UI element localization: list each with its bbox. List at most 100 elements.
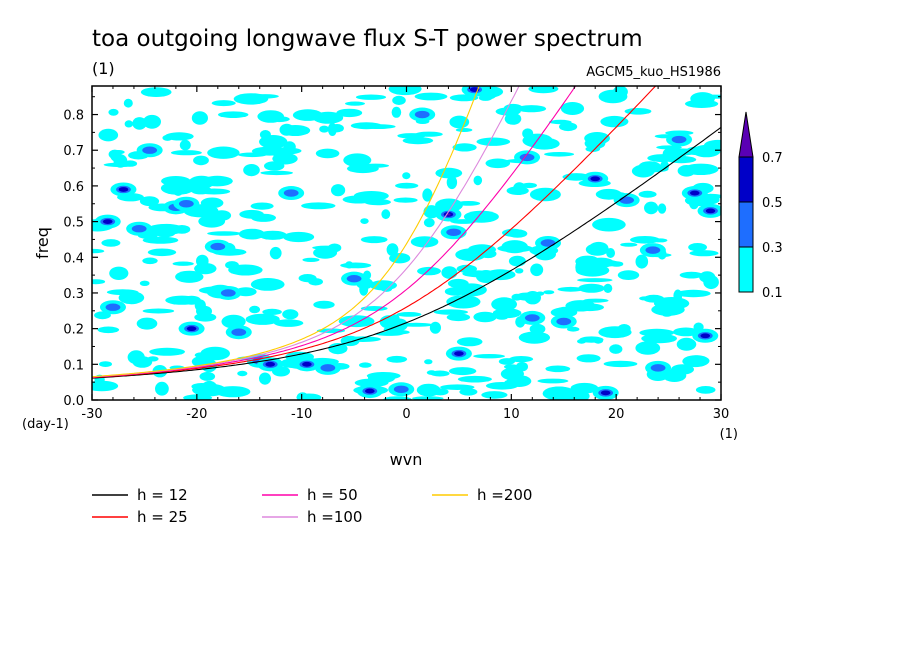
power-blob <box>550 314 577 329</box>
power-blob <box>215 285 242 300</box>
power-speckle <box>344 336 381 343</box>
power-speckle <box>560 102 585 115</box>
power-speckle <box>193 155 209 166</box>
power-speckle <box>143 114 161 129</box>
power-speckle <box>417 266 441 276</box>
power-speckle <box>353 191 389 201</box>
dispersion-curves <box>92 86 721 379</box>
power-speckle <box>228 264 263 276</box>
colorbar-label: 0.3 <box>762 241 783 256</box>
power-speckle <box>259 372 271 385</box>
y-tick-label: 0.2 <box>63 323 84 338</box>
power-speckle <box>543 290 555 295</box>
power-speckle <box>518 331 551 344</box>
y-tick-label: 0.4 <box>63 251 84 266</box>
power-speckle <box>360 236 388 244</box>
power-speckle <box>577 278 613 283</box>
power-speckle <box>603 360 638 368</box>
power-speckle <box>199 371 216 381</box>
power-speckle <box>429 321 441 334</box>
power-speckle <box>473 354 505 359</box>
power-blob <box>592 385 619 400</box>
x-axis: -30 -20 -10 0 10 20 30 <box>81 86 729 422</box>
power-speckle <box>237 370 248 377</box>
x-tick-label: -20 <box>186 407 207 422</box>
power-speckle <box>679 271 704 279</box>
power-speckle <box>459 388 478 396</box>
power-speckle <box>97 326 120 334</box>
colorbar-segment <box>738 246 754 293</box>
power-speckle <box>448 367 477 376</box>
power-blob-level-1 <box>283 189 299 197</box>
power-speckle <box>312 245 340 250</box>
power-speckle <box>172 183 184 196</box>
colorbar-label: 0.5 <box>762 196 783 211</box>
power-speckle <box>682 355 709 368</box>
power-blob-level-1 <box>645 246 661 254</box>
power-speckle <box>402 172 411 180</box>
power-speckle <box>478 95 493 101</box>
power-speckle <box>188 175 215 189</box>
power-speckle <box>565 300 596 312</box>
power-blob-level-1 <box>393 385 409 393</box>
title-unit: (1) <box>92 59 115 78</box>
y-unit-label: (day-1) <box>22 417 69 432</box>
power-speckle <box>165 295 199 305</box>
power-speckle <box>578 283 605 293</box>
power-speckle <box>455 248 486 261</box>
power-speckle <box>140 87 172 97</box>
power-speckle <box>498 358 515 365</box>
power-speckle <box>402 137 434 145</box>
power-speckle <box>207 231 242 236</box>
power-speckle <box>386 243 399 257</box>
power-blob-level-1 <box>619 196 635 204</box>
power-speckle <box>557 286 584 292</box>
power-speckle <box>136 317 158 330</box>
power-blob <box>110 182 137 197</box>
power-blob-level-2 <box>700 333 711 339</box>
power-speckle <box>593 337 604 344</box>
power-speckle <box>431 388 449 396</box>
power-speckle <box>534 248 556 261</box>
power-blob-level-2 <box>590 176 600 182</box>
power-speckle <box>399 322 433 327</box>
power-blob-level-2 <box>600 390 611 396</box>
colorbar-segment <box>738 201 754 248</box>
power-speckle <box>446 313 471 322</box>
power-speckle <box>92 248 105 254</box>
power-speckle <box>576 354 601 363</box>
power-blob-level-1 <box>231 328 247 336</box>
power-speckle <box>124 120 133 128</box>
power-speckle <box>545 365 571 373</box>
power-blob <box>341 271 368 286</box>
power-blob <box>639 243 666 258</box>
power-speckle <box>393 197 418 203</box>
power-blob-level-2 <box>689 190 700 196</box>
power-speckle <box>662 369 687 382</box>
power-speckle <box>497 244 533 253</box>
power-speckle <box>481 274 497 281</box>
power-speckle <box>386 355 408 363</box>
power-speckle <box>268 116 290 123</box>
power-blob-level-1 <box>210 242 226 251</box>
power-speckle <box>589 241 609 255</box>
power-blob-level-1 <box>346 274 362 283</box>
power-speckle <box>139 280 150 286</box>
power-speckle <box>536 291 545 296</box>
power-speckle <box>99 361 112 367</box>
power-speckle <box>688 243 707 252</box>
curve-h-12 <box>92 126 721 379</box>
power-speckle <box>673 327 699 337</box>
power-speckle <box>360 218 369 225</box>
power-speckle <box>196 305 212 317</box>
power-speckle <box>609 344 623 354</box>
power-blob <box>645 360 672 375</box>
power-blob-level-1 <box>105 303 121 311</box>
power-speckle <box>123 160 138 167</box>
power-speckle <box>109 266 129 280</box>
power-speckle <box>620 242 638 247</box>
power-speckle <box>389 253 411 264</box>
power-speckle <box>515 268 524 274</box>
power-speckle <box>549 119 572 125</box>
